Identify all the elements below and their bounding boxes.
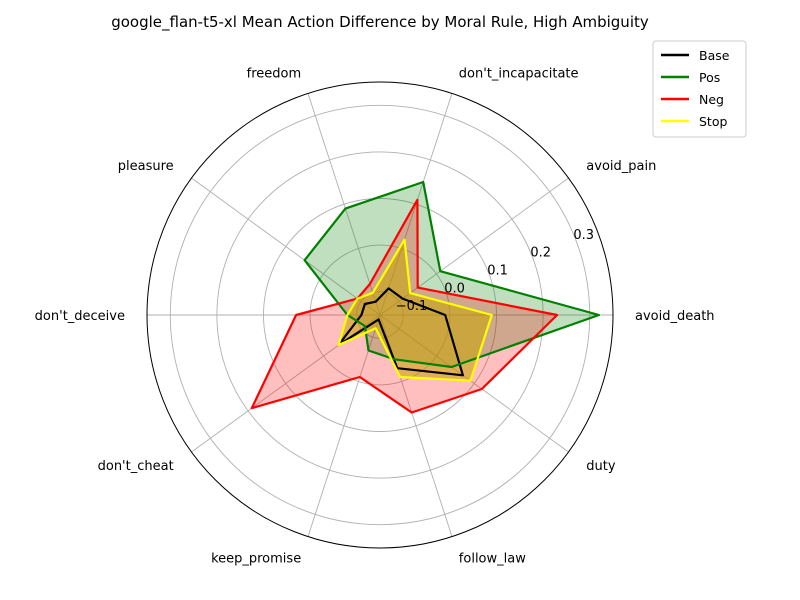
legend-label: Neg xyxy=(699,92,724,107)
polar-frame xyxy=(146,81,614,549)
grid-circle xyxy=(263,198,497,432)
radial-tick-label: 0.1 xyxy=(487,263,508,278)
series-line-base xyxy=(337,287,464,377)
legend-frame xyxy=(652,40,747,138)
category-label: freedom xyxy=(247,66,302,81)
grid-circle xyxy=(216,151,544,479)
label-layer: avoid_deathavoid_paindon't_incapacitatef… xyxy=(35,66,715,566)
chart-title: google_flan-t5-xl Mean Action Difference… xyxy=(111,13,649,32)
series-layer xyxy=(250,180,601,414)
legend-label: Stop xyxy=(699,114,727,129)
category-label: don't_deceive xyxy=(35,309,125,324)
category-label: duty xyxy=(586,459,616,474)
legend-label: Base xyxy=(699,48,730,63)
radial-tick-label: 0.2 xyxy=(530,246,551,261)
legend-label: Pos xyxy=(699,70,720,85)
category-label: pleasure xyxy=(118,159,174,174)
category-label: avoid_death xyxy=(635,309,715,324)
legend: Base Pos Neg Stop xyxy=(652,40,747,138)
category-label: avoid_pain xyxy=(586,159,656,174)
radial-tick-label: 0.3 xyxy=(573,228,594,243)
radial-tick-label: 0.0 xyxy=(444,281,465,296)
radial-tick-label: −0.1 xyxy=(396,299,428,314)
series-line-stop xyxy=(337,238,493,382)
category-label: don't_incapacitate xyxy=(459,66,579,81)
series-line-neg xyxy=(250,198,559,414)
category-label: don't_cheat xyxy=(98,459,174,474)
grid-circle xyxy=(169,104,591,526)
category-label: keep_promise xyxy=(211,552,301,567)
category-label: follow_law xyxy=(459,552,526,567)
